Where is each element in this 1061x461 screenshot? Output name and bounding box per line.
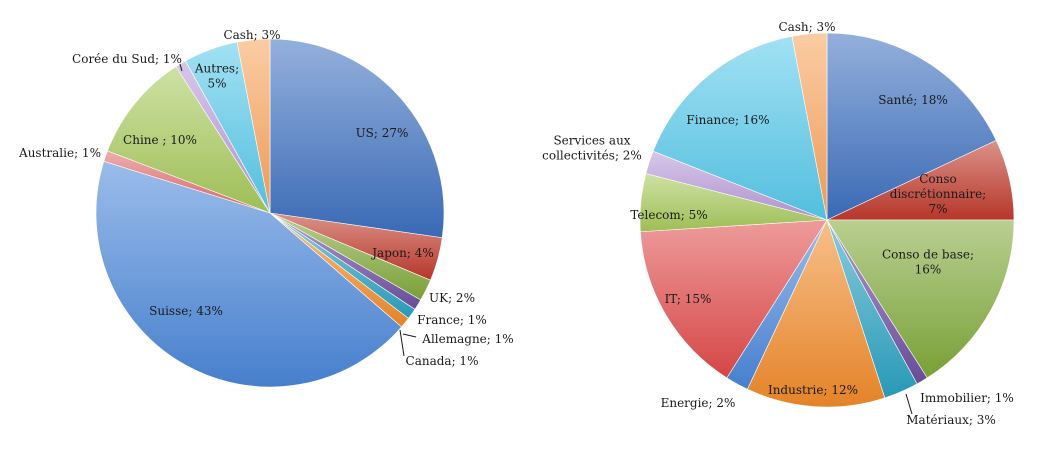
- pie-slice-finance: [652, 35, 828, 221]
- pie-slice-suisse: [95, 160, 402, 388]
- slice-label-finance: Finance; 16%: [686, 113, 769, 127]
- leader-line-coree-du-sud: [179, 63, 183, 72]
- pie-slice-sante: [826, 32, 997, 221]
- slice-label-conso-discretionnaire: Conso discrétionnaire; 7%: [890, 172, 986, 216]
- slice-label-allemagne: Allemagne; 1%: [421, 332, 513, 346]
- slice-label-energie: Energie; 2%: [661, 396, 736, 410]
- pie-slice-it: [640, 219, 828, 379]
- slice-label-cash: Cash; 3%: [778, 20, 835, 34]
- slice-label-sante: Santé; 18%: [878, 93, 948, 107]
- pie-slice-us: [269, 38, 445, 239]
- slice-label-conso-de-base: Conso de base; 16%: [882, 248, 974, 277]
- pie-slice-conso-de-base: [826, 219, 1015, 379]
- slice-label-autres: Autres; 5%: [194, 62, 239, 91]
- leader-line-allemagne: [402, 333, 417, 338]
- slice-label-us: US; 27%: [356, 126, 409, 140]
- leader-line-materiaux: [905, 393, 913, 415]
- slice-label-immobilier: Immobilier; 1%: [920, 391, 1014, 405]
- sector-allocation-pie: Santé; 18% Conso discrétionnaire; 7% Conso d…: [542, 20, 1015, 427]
- leader-line-canada: [399, 329, 405, 357]
- slice-label-services-aux-collectivites: Services aux collectivités; 2%: [542, 134, 642, 163]
- slice-label-japon: Japon; 4%: [370, 246, 434, 260]
- slice-label-materiaux: Matériaux; 3%: [906, 413, 995, 427]
- slice-label-france: France; 1%: [417, 313, 487, 327]
- slice-label-it: IT; 15%: [665, 292, 712, 306]
- slice-label-uk: UK; 2%: [429, 291, 475, 305]
- pie-slice-chine: [107, 66, 271, 214]
- pie-slice-industrie: [746, 219, 886, 408]
- slice-label-telecom: Telecom; 5%: [630, 208, 707, 222]
- slice-label-industrie: Industrie; 12%: [768, 383, 858, 397]
- pie-slice-cash: [236, 38, 271, 214]
- slice-label-australie: Australie; 1%: [18, 146, 101, 160]
- country-allocation-pie: US; 27% Japon; 4% UK; 2% France; 1% Allemagn…: [18, 28, 514, 388]
- pie-slice-cash: [791, 32, 828, 221]
- slice-label-canada: Canada; 1%: [406, 354, 479, 368]
- slice-label-suisse: Suisse; 43%: [149, 304, 223, 318]
- slice-label-chine: Chine ; 10%: [123, 133, 197, 147]
- slice-label-coree-du-sud: Corée du Sud; 1%: [72, 52, 182, 66]
- slice-label-cash: Cash; 3%: [223, 28, 280, 42]
